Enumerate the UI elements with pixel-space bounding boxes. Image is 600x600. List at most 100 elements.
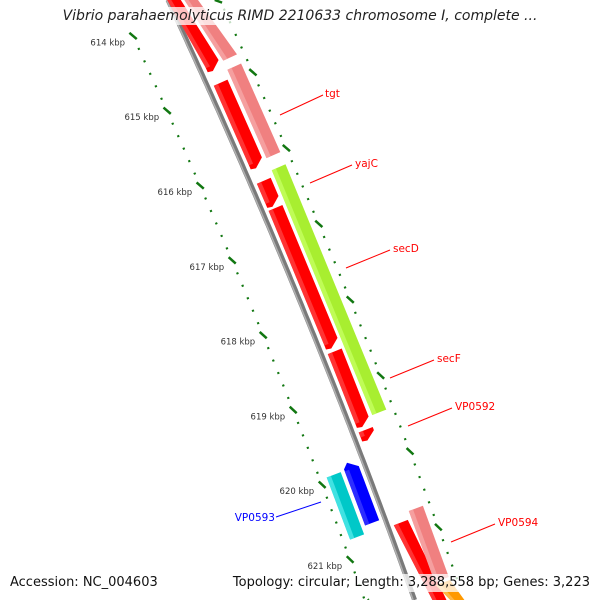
minor-tick: [427, 501, 431, 504]
gene-label: secD: [393, 243, 419, 255]
accession-text: Accession: NC_004603: [8, 574, 160, 592]
tick-label: 615 kbp: [124, 113, 159, 123]
tick-label: 614 kbp: [90, 38, 125, 48]
minor-tick: [325, 496, 329, 500]
gene-feature-highlight: [326, 475, 355, 540]
major-tick: [214, 0, 223, 4]
minor-tick: [271, 359, 275, 362]
major-tick: [434, 522, 443, 532]
minor-tick: [182, 147, 186, 150]
gene-label: VP0593: [235, 512, 275, 524]
minor-tick: [220, 234, 224, 238]
minor-tick: [266, 346, 270, 350]
minor-tick: [450, 564, 454, 567]
gene-feature: [358, 427, 374, 442]
gene-feature-highlight: [213, 83, 254, 166]
gene-feature-highlight: [271, 168, 377, 415]
minor-tick: [316, 471, 319, 475]
leader-line: [450, 523, 496, 543]
tick-label: 621 kbp: [307, 562, 342, 572]
major-tick: [227, 256, 237, 265]
minor-tick: [301, 434, 305, 437]
minor-tick: [312, 210, 315, 214]
minor-tick: [359, 324, 362, 327]
minor-tick: [369, 349, 373, 353]
major-tick: [288, 405, 298, 415]
minor-tick: [338, 273, 342, 277]
map-title-text: Vibrio parahaemolyticus RIMD 2210633 chr…: [58, 7, 542, 25]
minor-tick: [301, 185, 305, 188]
major-tick: [128, 31, 138, 40]
minor-tick: [306, 197, 310, 201]
major-tick: [405, 447, 415, 456]
minor-tick: [446, 551, 449, 555]
major-tick: [345, 555, 355, 564]
minor-tick: [384, 387, 388, 390]
minor-tick: [306, 446, 310, 450]
minor-tick: [333, 260, 337, 264]
minor-tick: [418, 475, 421, 479]
gene-feature-highlight: [327, 352, 360, 424]
minor-tick: [311, 458, 315, 462]
minor-tick: [343, 286, 347, 289]
minor-tick: [251, 309, 255, 313]
gene-feature: [227, 63, 281, 159]
minor-tick: [281, 384, 285, 387]
major-tick: [248, 68, 258, 77]
minor-tick: [432, 513, 436, 517]
gene-feature-highlight: [344, 469, 370, 526]
minor-tick: [353, 311, 357, 315]
gene-label: tgt: [325, 88, 340, 100]
minor-tick: [403, 437, 407, 441]
minor-tick: [374, 361, 378, 365]
minor-tick: [187, 159, 191, 163]
minor-tick: [257, 84, 260, 87]
leader-line: [345, 249, 391, 269]
minor-tick: [241, 284, 245, 288]
minor-tick: [256, 321, 260, 325]
minor-tick: [364, 336, 367, 340]
minor-tick: [413, 463, 417, 466]
minor-tick: [286, 396, 290, 400]
major-tick: [281, 143, 291, 153]
minor-tick: [339, 533, 343, 537]
minor-tick: [160, 97, 163, 101]
gene-feature: [344, 462, 380, 526]
minor-tick: [143, 59, 146, 63]
major-tick: [162, 106, 172, 115]
gene-feature-highlight: [256, 182, 270, 204]
gene-feature-highlight: [358, 430, 365, 438]
leader-line: [407, 407, 453, 427]
major-tick: [376, 371, 385, 380]
minor-tick: [245, 58, 249, 62]
summary-text: Topology: circular; Length: 3,288,558 bp…: [230, 574, 592, 592]
minor-tick: [268, 109, 272, 113]
gene-label: VP0594: [498, 517, 539, 529]
tick-label: 616 kbp: [158, 188, 193, 198]
tick-label: 620 kbp: [280, 487, 315, 497]
backbone-highlight: [165, 0, 414, 600]
minor-tick: [441, 538, 445, 542]
minor-tick: [225, 247, 229, 250]
gene-label: VP0592: [455, 401, 495, 413]
minor-tick: [193, 172, 197, 175]
minor-tick: [353, 571, 357, 574]
minor-tick: [246, 296, 250, 300]
minor-tick: [209, 209, 213, 213]
minor-tick: [276, 371, 280, 375]
minor-tick: [273, 121, 277, 125]
gene-feature-highlight: [227, 67, 271, 159]
leader-line: [389, 359, 435, 379]
minor-tick: [279, 134, 283, 138]
gene-feature: [408, 505, 449, 582]
minor-tick: [176, 134, 180, 138]
minor-tick: [204, 197, 207, 200]
leader-line: [279, 94, 324, 116]
minor-tick: [240, 46, 243, 49]
minor-tick: [295, 172, 299, 176]
tick-label: 618 kbp: [221, 338, 256, 348]
leader-line: [275, 501, 322, 518]
gene-label: secF: [437, 353, 461, 365]
